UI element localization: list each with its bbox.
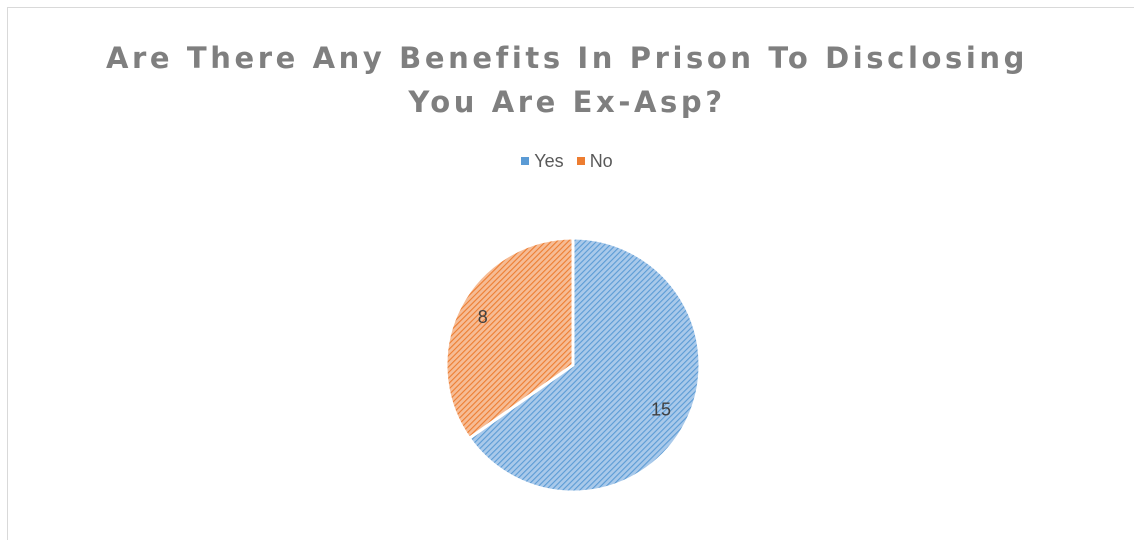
legend-item-yes: Yes [521,148,564,174]
chart-title: Are There Any Benefits In Prison To Disc… [0,36,1134,124]
pie-slice-yes [467,236,702,494]
legend-label-no: No [589,151,613,171]
legend-swatch-no [576,157,585,165]
chart-title-line-2: You Are Ex-Asp? [408,85,726,119]
legend-swatch-yes [521,157,530,165]
legend-label-yes: Yes [534,151,564,171]
pie-data-labels: 15 8 [478,307,671,419]
pie-slices [444,236,702,494]
data-label-no: 8 [478,307,488,327]
pie-slice-no [444,236,575,441]
legend-item-no: No [576,148,613,174]
chart-title-line-1: Are There Any Benefits In Prison To Disc… [105,41,1029,75]
legend: Yes No [0,148,1134,174]
data-label-yes: 15 [651,399,671,419]
